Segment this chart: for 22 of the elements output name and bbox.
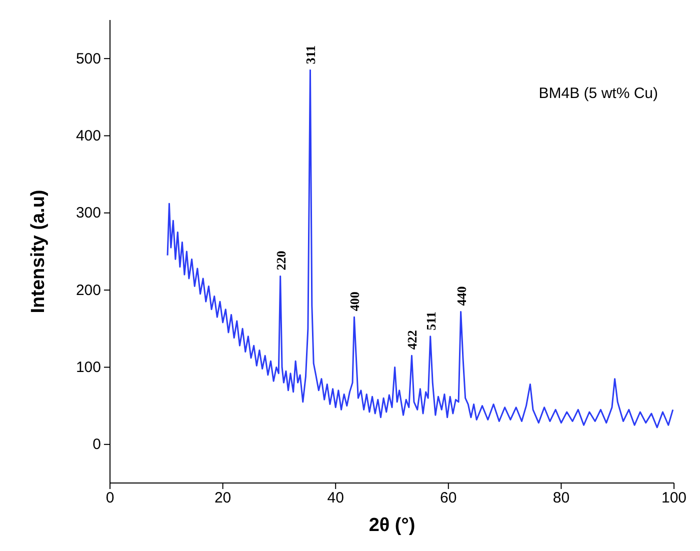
x-tick-label: 20	[214, 490, 232, 507]
y-tick-label: 400	[76, 128, 101, 145]
annotation: 422	[404, 330, 420, 350]
x-tick-label: 80	[552, 490, 570, 507]
x-tick-label: 0	[106, 490, 114, 507]
y-tick-label: 300	[76, 204, 101, 222]
x-axis-title: 2θ (°)	[368, 515, 416, 536]
y-tick-label: 0	[92, 436, 101, 454]
annotation: 400	[347, 292, 362, 312]
y-tick-label: 100	[76, 359, 101, 376]
annotation: 311	[303, 45, 318, 64]
x-tick-label: 100	[661, 490, 687, 507]
y-tick-label: 200	[76, 282, 101, 299]
annotation: 511	[423, 312, 438, 330]
y-tick-label: 500	[76, 50, 101, 68]
text: BM4B (5 wt% Cu)	[538, 85, 658, 102]
annotation: 440	[454, 286, 469, 306]
annotation: 220	[273, 250, 288, 270]
x-tick-label: 60	[440, 490, 457, 507]
x-tick-label: 40	[327, 490, 344, 507]
line-series	[166, 69, 674, 428]
y-axis-title: Intensity (a.u)	[28, 190, 49, 314]
